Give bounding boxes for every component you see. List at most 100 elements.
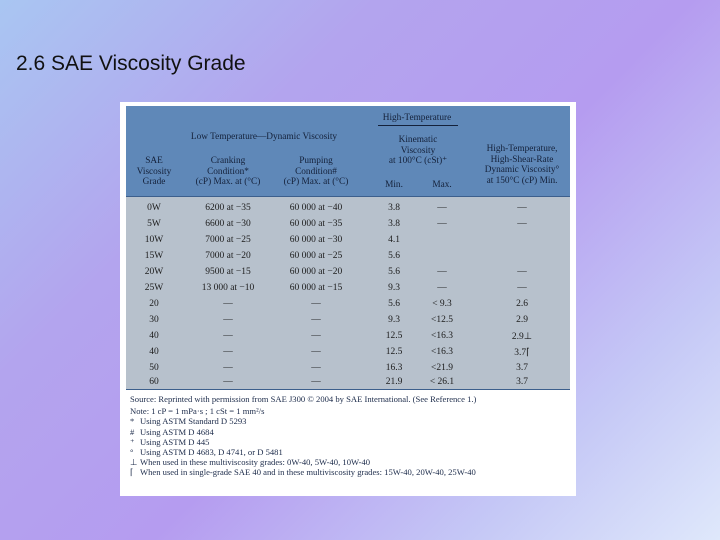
footnote-text: When used in single-grade SAE 40 and in … <box>140 467 476 478</box>
table-header: Low Temperature—Dynamic Viscosity High-T… <box>126 106 570 196</box>
grade-cell: 20W <box>144 267 164 277</box>
hths-cell: 2.6 <box>516 299 528 309</box>
source-note: Source: Reprinted with permission from S… <box>130 394 477 404</box>
hths-cell: 3.7 <box>516 377 528 387</box>
max-header: Max. <box>432 180 452 190</box>
cranking-cell: 7000 at −20 <box>205 251 251 261</box>
max-cell: — <box>437 219 447 229</box>
pumping-header-line: Pumping <box>299 156 333 166</box>
min-cell: 12.5 <box>385 347 403 357</box>
grade-cell: 15W <box>144 251 164 261</box>
pumping-cell: — <box>311 363 321 373</box>
min-cell: 21.9 <box>385 377 403 387</box>
hths-cell: 3.7 <box>516 363 528 373</box>
footnote-mark: ⊥ <box>130 457 138 468</box>
footnote: ⊥ When used in these multiviscosity grade… <box>130 457 570 467</box>
table-row: 20 — — 5.6 < 9.3 2.6 <box>126 297 570 313</box>
min-cell: 12.5 <box>385 331 403 341</box>
min-cell: 5.6 <box>388 299 400 309</box>
table-row: 40 — — 12.5 <16.3 2.9⊥ <box>126 329 570 345</box>
pumping-cell: 60 000 at −35 <box>289 219 343 229</box>
kinematic-header-line: at 100°C (cSt)⁺ <box>388 156 448 166</box>
pumping-cell: 60 000 at −15 <box>289 283 343 293</box>
pumping-cell: 60 000 at −25 <box>289 251 343 261</box>
footnote-text: Using ASTM D 4683, D 4741, or D 5481 <box>140 447 283 458</box>
hths-header-line: High-Shear-Rate <box>490 154 554 165</box>
hths-header-line: High-Temperature, <box>486 144 558 154</box>
kinematic-header-line: Kinematic <box>398 135 438 145</box>
min-cell: 9.3 <box>388 315 400 325</box>
grade-header: SAE Viscosity Grade <box>132 156 176 188</box>
footnote-text: Using ASTM Standard D 5293 <box>140 416 247 427</box>
units-note: Note: 1 cP = 1 mPa·s ; 1 cSt = 1 mm²/s <box>130 406 265 417</box>
table-row: 20W 9500 at −15 60 000 at −20 5.6 — — <box>126 265 570 281</box>
pumping-cell: — <box>311 377 321 387</box>
table-row: 25W 13 000 at −10 60 000 at −15 9.3 — — <box>126 281 570 297</box>
footnote-text: Using ASTM D 4684 <box>140 426 214 437</box>
table-row: 10W 7000 at −25 60 000 at −30 4.1 <box>126 233 570 249</box>
cranking-cell: 6200 at −35 <box>205 203 251 213</box>
pumping-cell: 60 000 at −30 <box>289 235 343 245</box>
max-cell: < 26.1 <box>429 377 455 387</box>
slide-title: 2.6 SAE Viscosity Grade <box>16 52 246 75</box>
footnote: ° Using ASTM D 4683, D 4741, or D 5481 <box>130 447 570 457</box>
footnote-text: Using ASTM D 445 <box>140 436 210 447</box>
max-cell: — <box>437 203 447 213</box>
pumping-header: Pumping Condition# (cP) Max. at (°C) <box>276 156 356 188</box>
table-row: 0W 6200 at −35 60 000 at −40 3.8 — — <box>126 201 570 217</box>
cranking-cell: — <box>223 299 233 309</box>
footnote: # Using ASTM D 4684 <box>130 427 570 437</box>
grade-cell: 50 <box>149 363 159 373</box>
viscosity-table-image: Low Temperature—Dynamic Viscosity High-T… <box>120 102 576 496</box>
viscosity-table: Low Temperature—Dynamic Viscosity High-T… <box>126 106 570 390</box>
hths-header-line: at 150°C (cP) Min. <box>486 175 558 186</box>
footnote-text: When used in these multiviscosity grades… <box>140 457 371 468</box>
footnote-mark: ⁺ <box>130 436 135 447</box>
min-cell: 5.6 <box>388 267 400 277</box>
kinematic-header: Kinematic Viscosity at 100°C (cSt)⁺ <box>372 135 464 167</box>
grade-header-line: SAE <box>145 156 163 166</box>
footnote-mark: ⌈ <box>130 467 134 478</box>
footnote: ⁺ Using ASTM D 445 <box>130 437 570 447</box>
low-temp-group-header: Low Temperature—Dynamic Viscosity <box>190 132 338 142</box>
footnote: * Using ASTM Standard D 5293 <box>130 416 570 426</box>
header-divider <box>126 196 570 197</box>
grade-cell: 20 <box>149 299 159 309</box>
cranking-cell: — <box>223 363 233 373</box>
pumping-cell: 60 000 at −20 <box>289 267 343 277</box>
hths-cell: 2.9⊥ <box>511 332 533 342</box>
cranking-header-line: Cranking <box>210 156 246 166</box>
hths-cell: 3.7⌈ <box>514 348 530 358</box>
min-cell: 3.8 <box>388 219 400 229</box>
max-cell: — <box>437 267 447 277</box>
pumping-cell: — <box>311 315 321 325</box>
hths-cell: — <box>517 283 527 293</box>
table-row: 50 — — 16.3 <21.9 3.7 <box>126 361 570 377</box>
min-header: Min. <box>385 180 403 190</box>
cranking-header-line: (cP) Max. at (°C) <box>195 177 261 187</box>
table-row: 60 — — 21.9 < 26.1 3.7 <box>126 375 570 391</box>
high-temp-group-header: High-Temperature <box>382 113 452 123</box>
hths-header: High-Temperature, High-Shear-Rate Dynami… <box>474 144 570 186</box>
min-cell: 16.3 <box>385 363 403 373</box>
table-row: 5W 6600 at −30 60 000 at −35 3.8 — — <box>126 217 570 233</box>
grade-header-line: Grade <box>142 177 166 187</box>
cranking-cell: 6600 at −30 <box>205 219 251 229</box>
grade-cell: 40 <box>149 347 159 357</box>
grade-cell: 40 <box>149 331 159 341</box>
grade-cell: 5W <box>147 219 161 229</box>
max-cell: <12.5 <box>431 315 453 325</box>
cranking-cell: 13 000 at −10 <box>201 283 255 293</box>
min-cell: 3.8 <box>388 203 400 213</box>
max-cell: — <box>437 283 447 293</box>
table-row: 30 — — 9.3 <12.5 2.9 <box>126 313 570 329</box>
grade-cell: 60 <box>149 377 159 387</box>
footnote-mark: ° <box>130 447 134 458</box>
pumping-cell: — <box>311 299 321 309</box>
hths-cell: — <box>517 267 527 277</box>
footnote-mark: # <box>130 426 135 437</box>
cranking-header: Cranking Condition* (cP) Max. at (°C) <box>186 156 270 188</box>
cranking-cell: 9500 at −15 <box>205 267 251 277</box>
max-cell: <21.9 <box>431 363 453 373</box>
grade-cell: 10W <box>144 235 164 245</box>
